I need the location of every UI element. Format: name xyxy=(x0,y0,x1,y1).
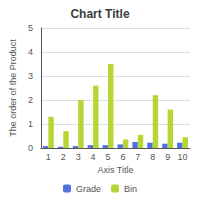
svg-text:2: 2 xyxy=(28,95,33,105)
svg-text:10: 10 xyxy=(178,152,188,162)
svg-text:Grade: Grade xyxy=(76,184,101,194)
svg-text:Bin: Bin xyxy=(124,184,137,194)
svg-text:9: 9 xyxy=(165,152,170,162)
svg-text:5: 5 xyxy=(28,23,33,33)
svg-text:1: 1 xyxy=(28,119,33,129)
svg-text:4: 4 xyxy=(28,47,33,57)
svg-text:8: 8 xyxy=(150,152,155,162)
svg-text:6: 6 xyxy=(120,152,125,162)
svg-text:7: 7 xyxy=(135,152,140,162)
svg-text:2: 2 xyxy=(61,152,66,162)
svg-text:1: 1 xyxy=(46,152,51,162)
svg-text:3: 3 xyxy=(28,71,33,81)
svg-text:The order of the Product: The order of the Product xyxy=(8,39,18,137)
svg-text:5: 5 xyxy=(105,152,110,162)
svg-text:Chart Title: Chart Title xyxy=(70,7,129,21)
svg-text:0: 0 xyxy=(28,143,33,153)
svg-text:3: 3 xyxy=(76,152,81,162)
svg-text:4: 4 xyxy=(91,152,96,162)
svg-text:Axis Title: Axis Title xyxy=(97,165,133,175)
